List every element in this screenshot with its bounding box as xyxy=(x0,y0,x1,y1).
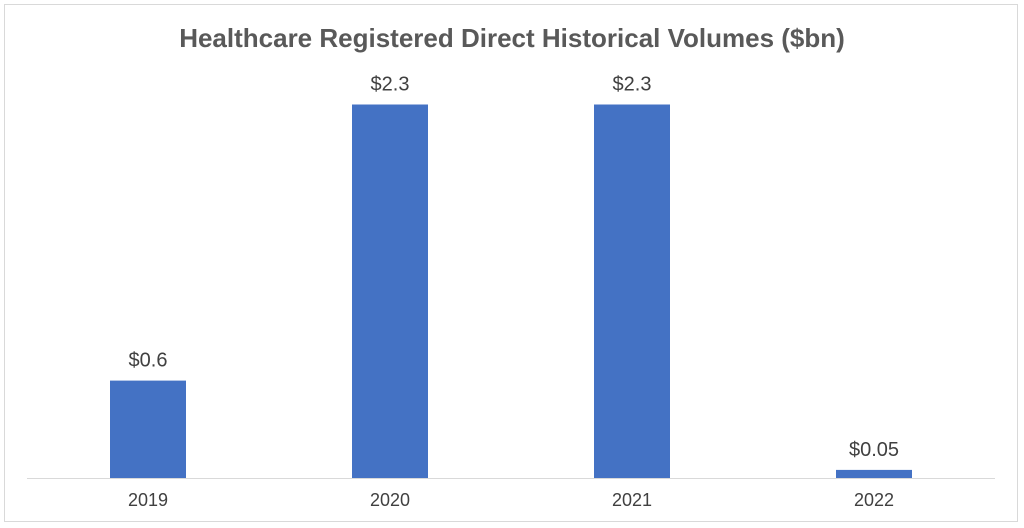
x-tick-label-2021: 2021 xyxy=(612,490,652,510)
bar-2021 xyxy=(594,104,670,478)
chart-frame: Healthcare Registered Direct Historical … xyxy=(4,4,1018,522)
x-tick-label-2020: 2020 xyxy=(370,490,410,510)
x-tick-labels-group: 2019 2020 2021 2022 xyxy=(128,490,894,510)
data-labels-group: $0.6 $2.3 $2.3 $0.05 xyxy=(129,74,900,461)
chart-title: Healthcare Registered Direct Historical … xyxy=(179,23,845,53)
bar-2019 xyxy=(110,380,186,478)
x-tick-label-2019: 2019 xyxy=(128,490,168,510)
bar-2020 xyxy=(352,104,428,478)
data-label-2019: $0.6 xyxy=(129,350,168,372)
bar-2022 xyxy=(836,469,912,478)
bars-group xyxy=(110,104,912,478)
data-label-2022: $0.05 xyxy=(849,439,899,461)
bar-chart: Healthcare Registered Direct Historical … xyxy=(27,23,995,510)
data-label-2020: $2.3 xyxy=(371,74,410,96)
data-label-2021: $2.3 xyxy=(613,74,652,96)
x-tick-label-2022: 2022 xyxy=(854,490,894,510)
